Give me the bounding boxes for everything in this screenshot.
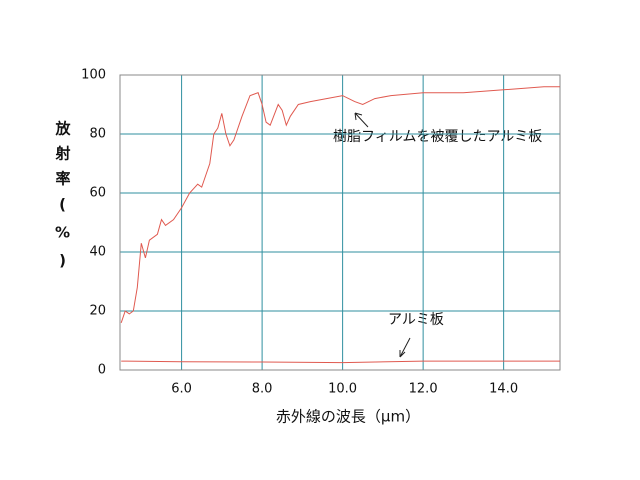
x-tick-label: 14.0 bbox=[489, 382, 518, 397]
plot-frame bbox=[119, 74, 561, 371]
annotation-arrow bbox=[399, 337, 411, 358]
y-axis-label: 放射率(%) bbox=[54, 120, 72, 280]
y-tick-label: 40 bbox=[89, 245, 106, 260]
x-tick-label: 8.0 bbox=[252, 382, 273, 397]
y-tick-label: 80 bbox=[89, 127, 106, 142]
data-line bbox=[120, 86, 560, 323]
x-tick-label: 10.0 bbox=[328, 382, 357, 397]
y-tick-label: 0 bbox=[98, 363, 106, 378]
annotation-arrow bbox=[354, 112, 369, 128]
x-tick-label: 12.0 bbox=[409, 382, 438, 397]
annotation: 樹脂フィルムを被覆したアルミ板 bbox=[333, 129, 542, 145]
data-line bbox=[121, 360, 560, 364]
x-axis-label: 赤外線の波長（μm） bbox=[276, 408, 420, 426]
y-tick-label: 20 bbox=[89, 304, 106, 319]
annotation: アルミ板 bbox=[388, 312, 444, 328]
y-tick-label: 60 bbox=[89, 186, 106, 201]
y-tick-label: 100 bbox=[81, 68, 106, 83]
x-tick-label: 6.0 bbox=[171, 382, 192, 397]
